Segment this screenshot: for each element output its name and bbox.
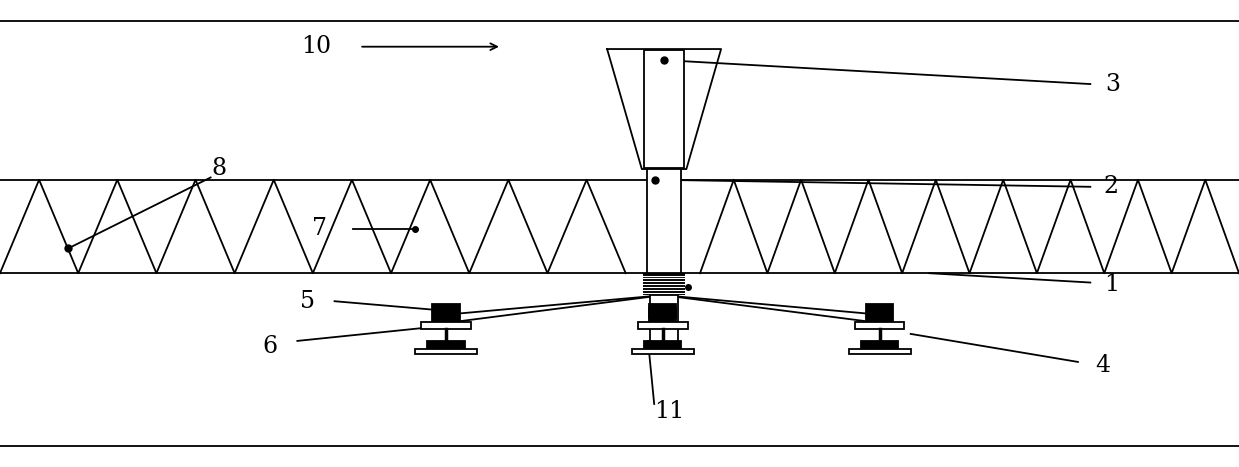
Bar (632, 349, 694, 354)
Text: 3: 3 (1105, 72, 1120, 96)
Bar (849, 349, 911, 354)
Text: 4: 4 (1095, 354, 1110, 377)
Text: 8: 8 (212, 156, 227, 180)
Bar (643, 273, 685, 295)
Bar (644, 341, 681, 349)
Bar (650, 295, 678, 346)
Text: 10: 10 (301, 35, 331, 58)
Bar (861, 341, 898, 349)
Text: 11: 11 (654, 400, 684, 424)
Bar (415, 349, 477, 354)
Bar (432, 304, 460, 322)
Bar (638, 322, 688, 329)
Bar (421, 322, 471, 329)
Bar (647, 169, 681, 273)
Text: 5: 5 (300, 290, 315, 313)
Bar (649, 308, 676, 318)
Text: 7: 7 (312, 217, 327, 241)
Bar (866, 304, 893, 322)
Bar (649, 304, 676, 322)
Bar (855, 322, 904, 329)
Bar (644, 50, 684, 168)
Text: 1: 1 (1104, 273, 1119, 297)
Text: 6: 6 (263, 335, 278, 359)
Text: 2: 2 (1104, 175, 1119, 198)
Bar (427, 341, 465, 349)
